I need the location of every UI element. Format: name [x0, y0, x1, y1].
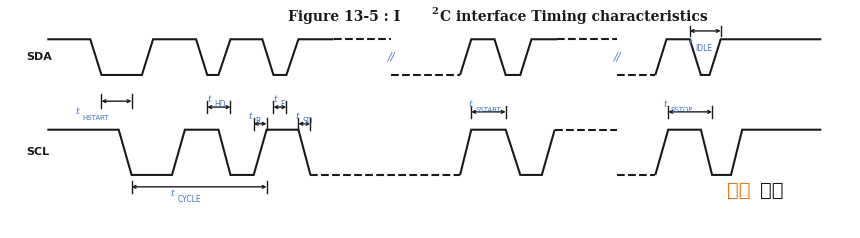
- Text: t: t: [688, 38, 692, 47]
- Text: t: t: [273, 95, 278, 104]
- Text: t: t: [76, 107, 80, 116]
- Text: 2: 2: [432, 7, 439, 16]
- Text: t: t: [207, 95, 212, 104]
- Text: IDLE: IDLE: [695, 44, 712, 53]
- Text: R: R: [255, 117, 261, 126]
- Text: Figure 13-5 : I: Figure 13-5 : I: [288, 10, 401, 24]
- Text: C interface Timing characteristics: C interface Timing characteristics: [440, 10, 708, 24]
- Text: 龙网: 龙网: [760, 181, 783, 200]
- Text: 吉林: 吉林: [727, 181, 750, 200]
- Text: SSTOP: SSTOP: [671, 107, 693, 113]
- Text: SD: SD: [303, 117, 313, 126]
- Text: t: t: [170, 189, 175, 198]
- Text: //: //: [388, 52, 395, 62]
- Text: HD: HD: [214, 100, 226, 109]
- Text: SDA: SDA: [26, 52, 52, 62]
- Text: HSTART: HSTART: [83, 115, 109, 121]
- Text: SSTART: SSTART: [476, 107, 501, 113]
- Text: //: //: [614, 52, 621, 62]
- Text: CYCLE: CYCLE: [177, 195, 200, 204]
- Text: t: t: [296, 112, 300, 121]
- Text: t: t: [249, 112, 253, 121]
- Text: F: F: [280, 100, 285, 109]
- Text: t: t: [664, 100, 668, 109]
- Text: t: t: [469, 100, 473, 109]
- Text: SCL: SCL: [26, 147, 49, 157]
